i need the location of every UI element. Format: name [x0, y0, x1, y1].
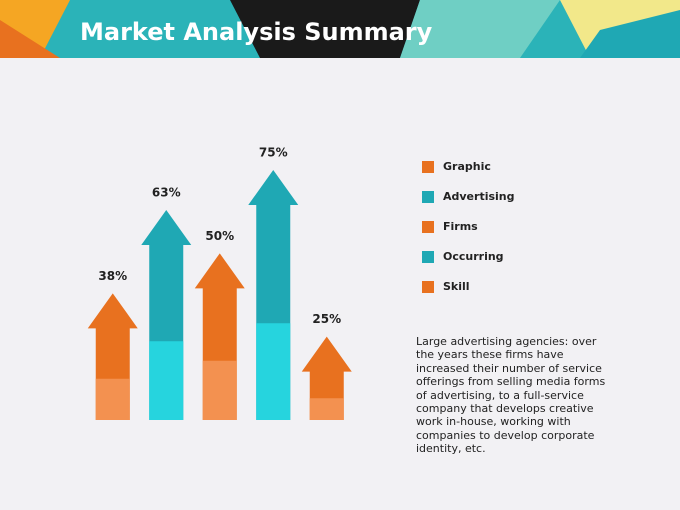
legend-label: Occurring [443, 250, 504, 263]
arrow-base [309, 398, 344, 420]
description: Large advertising agencies: over the yea… [416, 335, 606, 456]
value-label: 25% [312, 312, 341, 326]
legend-swatch [422, 221, 434, 233]
legend-swatch [422, 251, 434, 263]
arrow-base [256, 323, 291, 420]
value-label: 63% [152, 186, 181, 200]
arrow-base [149, 341, 184, 420]
header-banner [0, 0, 680, 58]
arrow-base [95, 378, 130, 420]
legend-label: Skill [443, 280, 470, 293]
value-label: 75% [259, 146, 288, 160]
legend-label: Advertising [443, 190, 515, 203]
legend-label: Graphic [443, 160, 491, 173]
chart-title: Market Analysis Summary [80, 18, 433, 46]
arrow-base [202, 360, 237, 420]
legend-swatch [422, 281, 434, 293]
legend-swatch [422, 161, 434, 173]
value-label: 38% [98, 269, 127, 283]
legend-swatch [422, 191, 434, 203]
value-label: 50% [205, 229, 234, 243]
legend-label: Firms [443, 220, 478, 233]
